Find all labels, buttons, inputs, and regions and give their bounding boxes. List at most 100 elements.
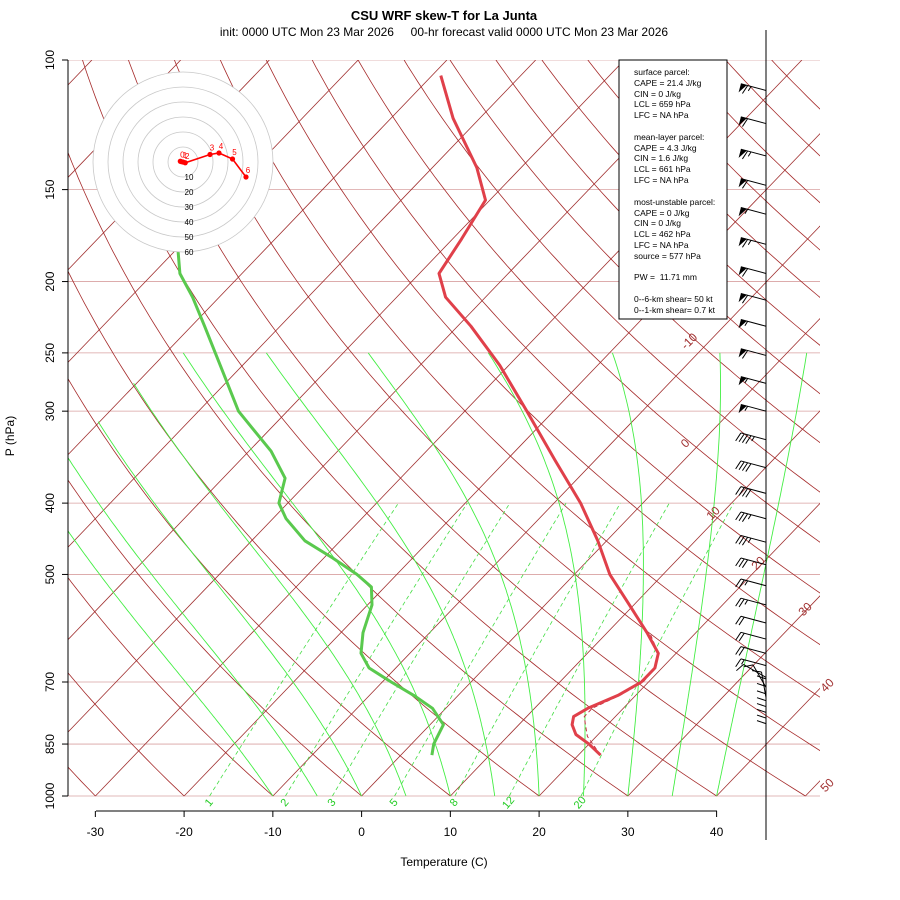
y-tick-label: 200 bbox=[43, 271, 57, 291]
moist-adiabat-line bbox=[133, 383, 407, 797]
wind-barb bbox=[738, 148, 767, 160]
dry-adiabat-line bbox=[68, 479, 362, 797]
isotherm-label: -10 bbox=[678, 330, 700, 352]
moist-adiabat-line bbox=[97, 421, 363, 797]
wind-barb-staff bbox=[740, 557, 767, 566]
isotherm-line bbox=[68, 60, 625, 641]
most-unstable-line: CAPE = 0 J/kg bbox=[634, 208, 690, 218]
wind-barb bbox=[735, 557, 767, 568]
dry-adiabat-line bbox=[403, 60, 820, 493]
wind-barb bbox=[738, 319, 767, 329]
wind-barb-flag bbox=[745, 463, 752, 472]
isotherm-line bbox=[68, 60, 536, 548]
mixing-ratio-label: 1 bbox=[203, 797, 216, 809]
wind-barb bbox=[738, 266, 767, 277]
wind-barb-pennant bbox=[738, 83, 747, 93]
dry-adiabat-line bbox=[68, 151, 629, 797]
x-tick-label: 0 bbox=[358, 825, 365, 839]
wind-barb bbox=[738, 178, 767, 189]
y-tick-label: 250 bbox=[43, 343, 57, 363]
wind-barb-flag bbox=[735, 597, 742, 607]
wind-barb bbox=[756, 714, 767, 745]
dry-adiabat-line bbox=[495, 60, 820, 395]
isotherm-label: 40 bbox=[817, 675, 837, 695]
info-box-frame bbox=[618, 59, 728, 320]
wind-barb-flag bbox=[756, 714, 767, 719]
isotherm-line bbox=[361, 317, 820, 797]
wind-barb bbox=[735, 432, 767, 444]
moist-adiabat-line bbox=[265, 352, 496, 797]
wind-barb-staff bbox=[740, 292, 767, 301]
surface-line: CAPE = 21.4 J/kg bbox=[634, 78, 702, 88]
wind-barb-flag bbox=[738, 512, 745, 522]
wind-barb-pennant bbox=[738, 207, 747, 217]
y-tick-label: 300 bbox=[43, 401, 57, 421]
wind-barb-flag bbox=[742, 434, 749, 443]
hodograph-point bbox=[243, 174, 249, 180]
wind-barb bbox=[738, 206, 767, 217]
temperature-profile-line bbox=[437, 75, 660, 757]
wind-barb-flag bbox=[756, 690, 767, 695]
wind-barb-flag bbox=[756, 675, 767, 680]
wind-barb-flag bbox=[735, 432, 742, 442]
wind-barb-flag bbox=[743, 664, 754, 668]
wind-barb bbox=[756, 708, 767, 739]
wind-barb bbox=[756, 720, 767, 750]
wind-barb-flag bbox=[742, 268, 749, 277]
wind-barb-staff bbox=[740, 578, 767, 587]
hodograph-point-label: 6 bbox=[246, 166, 251, 175]
wind-barb-flag bbox=[735, 658, 742, 668]
most-unstable-line: LCL = 462 hPa bbox=[634, 229, 691, 239]
wind-barb-flag bbox=[738, 433, 745, 443]
wind-barb-pennant bbox=[738, 149, 747, 158]
wind-barb-flag bbox=[742, 294, 749, 304]
wind-barb bbox=[738, 348, 767, 359]
wind-barb bbox=[738, 403, 767, 414]
wind-barb-pennant bbox=[738, 266, 747, 276]
wind-barb bbox=[738, 376, 767, 386]
mean-layer-line: CAPE = 4.3 J/kg bbox=[634, 143, 697, 153]
wind-barb-flag bbox=[736, 664, 744, 672]
most-unstable-header: most-unstable parcel: bbox=[634, 197, 715, 207]
wind-barb-pennant bbox=[738, 376, 747, 386]
most-unstable-line: CIN = 0 J/kg bbox=[634, 218, 681, 228]
hodograph-point-label: 4 bbox=[219, 142, 224, 151]
wind-barb-half-flag bbox=[747, 240, 752, 246]
hodograph-ring bbox=[152, 131, 214, 193]
pw-line: PW = 11.71 mm bbox=[634, 272, 697, 282]
wind-barb-staff bbox=[740, 432, 767, 441]
most-unstable-line: LFC = NA hPa bbox=[634, 240, 689, 250]
wind-barb bbox=[735, 597, 767, 608]
dry-adiabat-line bbox=[679, 60, 820, 204]
wind-barb-flag bbox=[742, 239, 749, 248]
wind-barb bbox=[735, 631, 767, 642]
wind-barb-flag bbox=[742, 536, 749, 546]
hodograph-ring bbox=[137, 116, 229, 208]
wind-barb-staff bbox=[740, 658, 767, 667]
hodograph: 10 20 30 40 50 60 012 3 456 bbox=[92, 71, 274, 257]
wind-barb-flag bbox=[738, 647, 745, 656]
dry-adiabat-line bbox=[68, 378, 451, 797]
wind-barb bbox=[735, 615, 767, 626]
hodograph-ring bbox=[107, 86, 259, 238]
wind-barb-half-flag bbox=[747, 86, 752, 92]
mixing-ratio-label: 2 bbox=[279, 797, 292, 809]
wind-barb-staff bbox=[740, 597, 767, 606]
isotherm-label: 50 bbox=[817, 775, 837, 795]
dry-adiabat-line bbox=[311, 60, 820, 594]
wind-barb-staff bbox=[740, 631, 767, 640]
y-tick-label: 500 bbox=[43, 564, 57, 584]
wind-barb-flag bbox=[735, 486, 742, 495]
wind-barb-flag bbox=[756, 703, 767, 708]
mixing-ratio-line bbox=[394, 502, 567, 797]
wind-barb-flag bbox=[738, 632, 745, 642]
x-tick-label: -30 bbox=[87, 825, 105, 839]
wind-barb-flag bbox=[742, 350, 749, 359]
wind-barb-half-flag bbox=[744, 209, 749, 214]
wind-barb-pennant bbox=[738, 293, 747, 303]
mixing-ratio-label: 20 bbox=[572, 794, 589, 811]
isotherm-line bbox=[538, 502, 820, 797]
mixing-ratio-line bbox=[454, 502, 621, 797]
x-tick-label: 40 bbox=[710, 825, 724, 839]
